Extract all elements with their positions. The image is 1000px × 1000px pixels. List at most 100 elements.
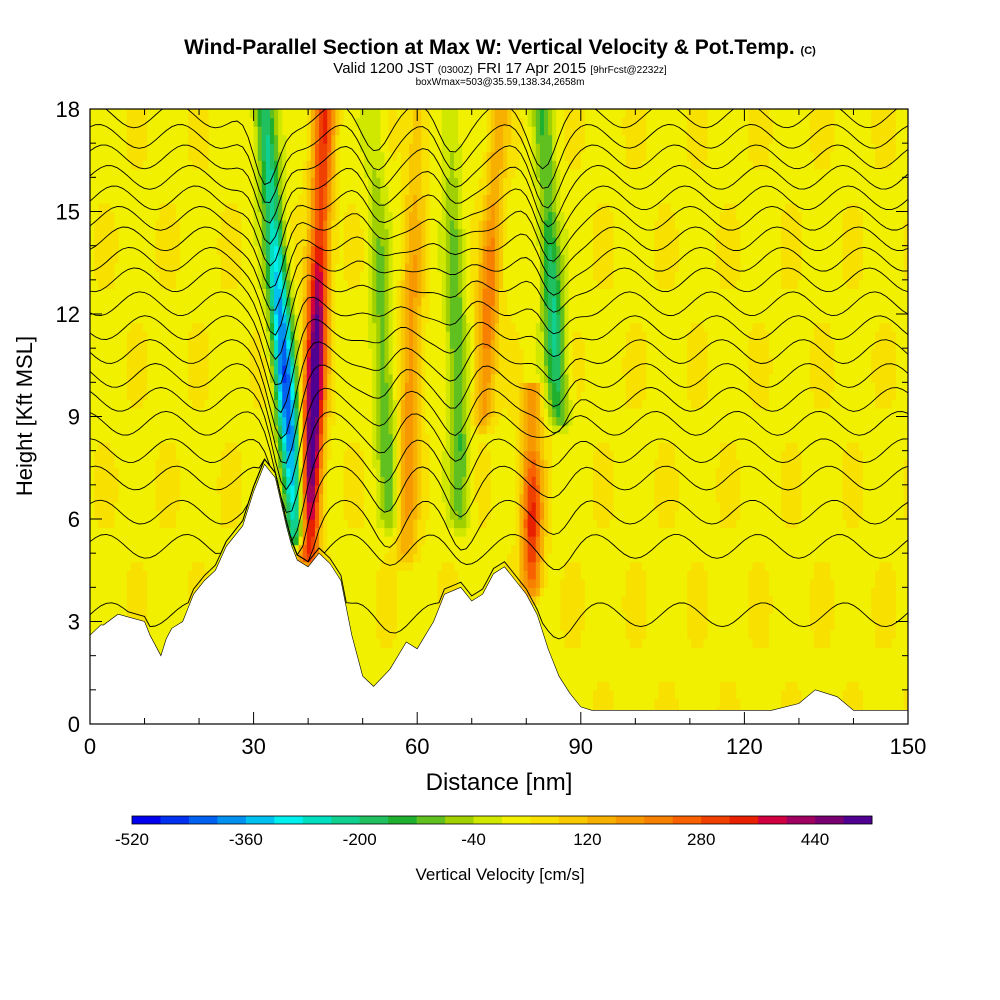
velocity-cell — [323, 262, 328, 272]
velocity-cell — [167, 416, 173, 426]
velocity-cell — [167, 220, 173, 230]
velocity-cell — [249, 459, 255, 469]
velocity-cell — [331, 433, 336, 443]
velocity-cell — [323, 442, 328, 452]
velocity-cell — [208, 373, 214, 383]
velocity-cell — [237, 211, 242, 221]
velocity-cell — [286, 484, 292, 494]
velocity-cell — [278, 177, 283, 187]
velocity-cell — [139, 271, 144, 281]
velocity-cell — [126, 126, 132, 136]
velocity-cell — [368, 672, 373, 682]
velocity-cell — [253, 373, 259, 383]
velocity-cell — [179, 117, 185, 127]
velocity-cell — [290, 177, 296, 187]
velocity-cell — [196, 467, 202, 477]
velocity-cell — [310, 194, 316, 204]
velocity-cell — [233, 296, 238, 307]
velocity-cell — [319, 467, 324, 477]
velocity-cell — [233, 416, 238, 426]
velocity-cell — [298, 245, 304, 255]
velocity-cell — [184, 160, 189, 170]
velocity-cell — [220, 211, 226, 221]
velocity-cell — [139, 185, 144, 196]
velocity-cell — [278, 459, 283, 469]
velocity-cell — [372, 672, 377, 682]
velocity-cell — [139, 254, 144, 264]
velocity-cell — [335, 211, 341, 221]
velocity-cell — [355, 305, 361, 315]
velocity-cell — [151, 322, 157, 332]
velocity-cell — [306, 527, 312, 537]
velocity-cell — [110, 450, 116, 460]
velocity-cell — [167, 117, 173, 127]
velocity-cell — [327, 425, 332, 435]
velocity-cell — [233, 288, 238, 298]
velocity-cell — [175, 160, 181, 170]
velocity-cell — [134, 151, 140, 161]
velocity-cell — [265, 211, 271, 221]
velocity-cell — [204, 143, 210, 153]
velocity-cell — [98, 194, 103, 204]
velocity-cell — [147, 365, 152, 375]
velocity-cell — [118, 109, 124, 119]
velocity-cell — [188, 442, 193, 452]
velocity-cell — [175, 254, 181, 264]
velocity-cell — [163, 604, 169, 614]
velocity-cell — [102, 587, 107, 597]
velocity-cell — [306, 416, 312, 426]
velocity-cell — [147, 595, 152, 606]
velocity-cell — [147, 314, 152, 324]
velocity-cell — [171, 348, 177, 358]
velocity-cell — [159, 561, 165, 571]
velocity-cell — [118, 134, 124, 144]
velocity-cell — [90, 561, 95, 571]
velocity-cell — [192, 561, 197, 571]
velocity-cell — [188, 262, 193, 272]
velocity-cell — [355, 194, 361, 204]
velocity-cell — [94, 621, 99, 631]
velocity-cell — [347, 117, 353, 127]
velocity-cell — [359, 194, 365, 204]
velocity-cell — [143, 245, 148, 255]
velocity-cell — [257, 390, 263, 401]
velocity-cell — [200, 151, 206, 161]
velocity-cell — [171, 211, 177, 221]
velocity-cell — [343, 126, 349, 136]
velocity-cell — [319, 322, 324, 332]
velocity-cell — [216, 168, 222, 178]
velocity-cell — [343, 425, 349, 435]
velocity-cell — [253, 365, 259, 375]
velocity-cell — [364, 664, 369, 674]
velocity-cell — [368, 527, 373, 537]
velocity-cell — [196, 296, 202, 307]
velocity-cell — [229, 322, 234, 332]
velocity-cell — [188, 570, 193, 580]
velocity-cell — [171, 544, 177, 554]
velocity-cell — [122, 425, 128, 435]
velocity-cell — [94, 126, 99, 136]
velocity-cell — [192, 160, 197, 170]
velocity-cell — [224, 134, 230, 144]
velocity-cell — [216, 493, 222, 503]
velocity-cell — [192, 442, 197, 452]
velocity-cell — [163, 459, 169, 469]
velocity-cell — [192, 476, 197, 486]
velocity-cell — [147, 339, 152, 349]
velocity-cell — [314, 476, 320, 486]
velocity-cell — [323, 476, 328, 486]
velocity-cell — [106, 604, 112, 614]
velocity-cell — [94, 177, 99, 187]
velocity-cell — [319, 365, 324, 375]
velocity-cell — [229, 433, 234, 443]
velocity-cell — [319, 425, 324, 435]
velocity-cell — [323, 382, 328, 392]
velocity-cell — [355, 476, 361, 486]
velocity-cell — [184, 459, 189, 469]
velocity-cell — [265, 134, 271, 144]
velocity-cell — [134, 450, 140, 460]
velocity-cell — [331, 228, 336, 238]
velocity-cell — [327, 390, 332, 401]
velocity-cell — [151, 442, 157, 452]
velocity-cell — [98, 126, 103, 136]
